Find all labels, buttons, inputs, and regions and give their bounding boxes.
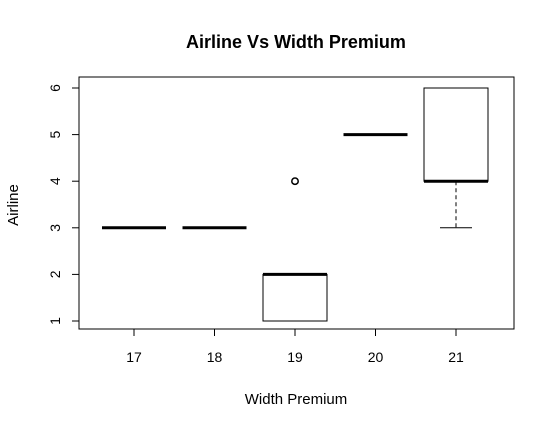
box-iqr	[423, 87, 489, 182]
x-tick-label: 17	[126, 349, 142, 365]
x-tick-label: 20	[368, 349, 384, 365]
x-tick-label: 21	[448, 349, 464, 365]
y-tick-label: 3	[47, 224, 63, 232]
y-tick-label: 4	[47, 177, 63, 185]
y-tick-label: 5	[47, 130, 63, 138]
outlier-point	[291, 177, 299, 186]
x-tick-label: 18	[207, 349, 223, 365]
y-tick-label: 6	[47, 84, 63, 92]
chart-title: Airline Vs Width Premium	[186, 32, 406, 52]
x-axis-label: Width Premium	[245, 391, 348, 408]
y-axis-label: Airline	[5, 184, 22, 226]
y-tick-label: 2	[47, 270, 63, 278]
x-tick-label: 19	[287, 349, 303, 365]
chart-marks: 1 2 3 4 5 6 17 18 19 20 21	[47, 84, 489, 365]
y-tick-label: 1	[47, 317, 63, 325]
box-iqr	[262, 273, 328, 322]
plot-frame	[78, 76, 515, 330]
